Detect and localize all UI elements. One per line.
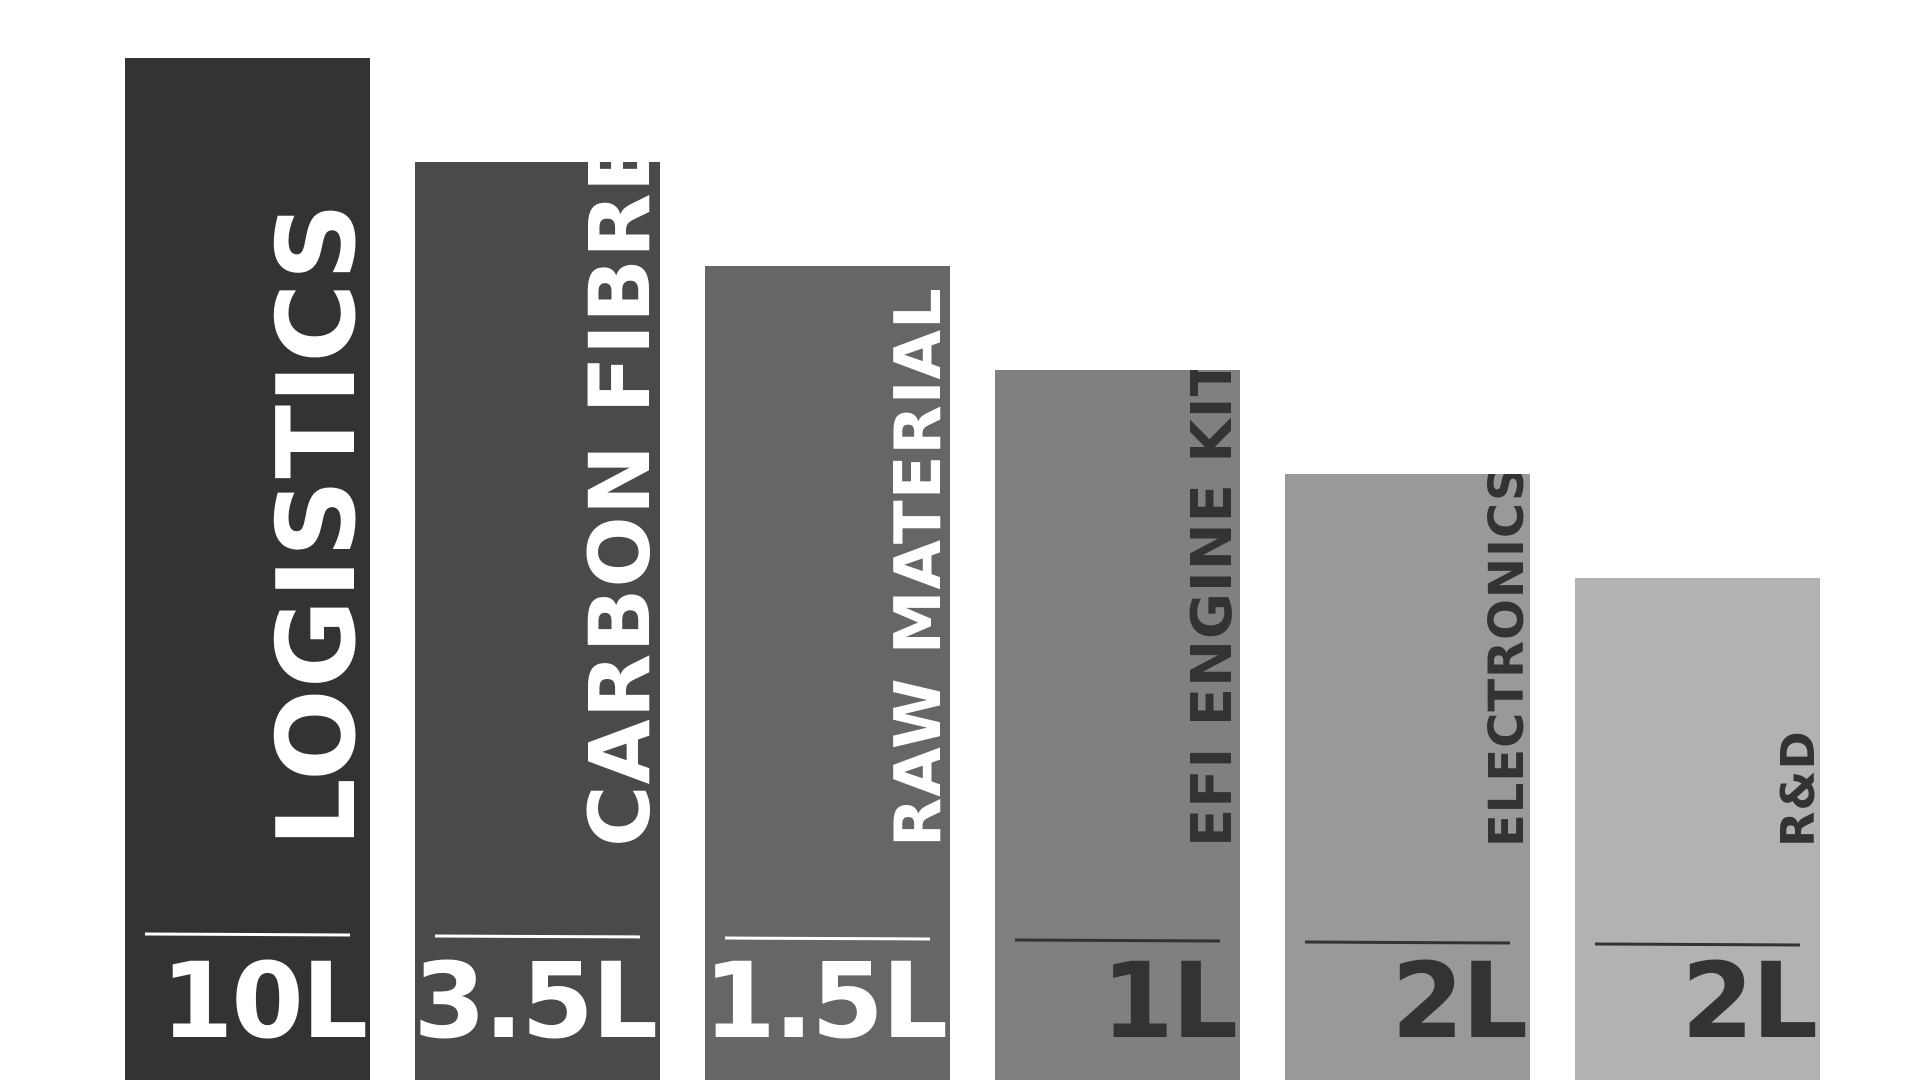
value-divider [144,932,351,937]
bar-3: RAW MATERIAL 1.5L [705,266,950,1080]
category-label: RAW MATERIAL [882,287,950,847]
value-divider [434,934,641,939]
value-label: 2L [1681,940,1818,1062]
bar-5: ELECTRONICS 2L [1285,474,1530,1080]
bar-2: CARBON FIBRE 3.5L [415,162,660,1080]
bar-6: R&D 2L [1575,578,1820,1080]
category-label: EFI ENGINE KIT [1180,370,1240,847]
category-label: R&D [1770,730,1820,847]
bar-1: LOGISTICS 10L [125,58,370,1080]
value-label: 2L [1391,940,1528,1062]
value-label: 1.5L [705,940,948,1062]
category-label: LOGISTICS [255,201,370,847]
bar-4: EFI ENGINE KIT 1L [995,370,1240,1080]
value-label: 10L [161,940,368,1062]
value-label: 3.5L [415,940,658,1062]
value-label: 1L [1101,940,1238,1062]
category-label: CARBON FIBRE [570,162,660,847]
category-label: ELECTRONICS [1478,474,1530,847]
